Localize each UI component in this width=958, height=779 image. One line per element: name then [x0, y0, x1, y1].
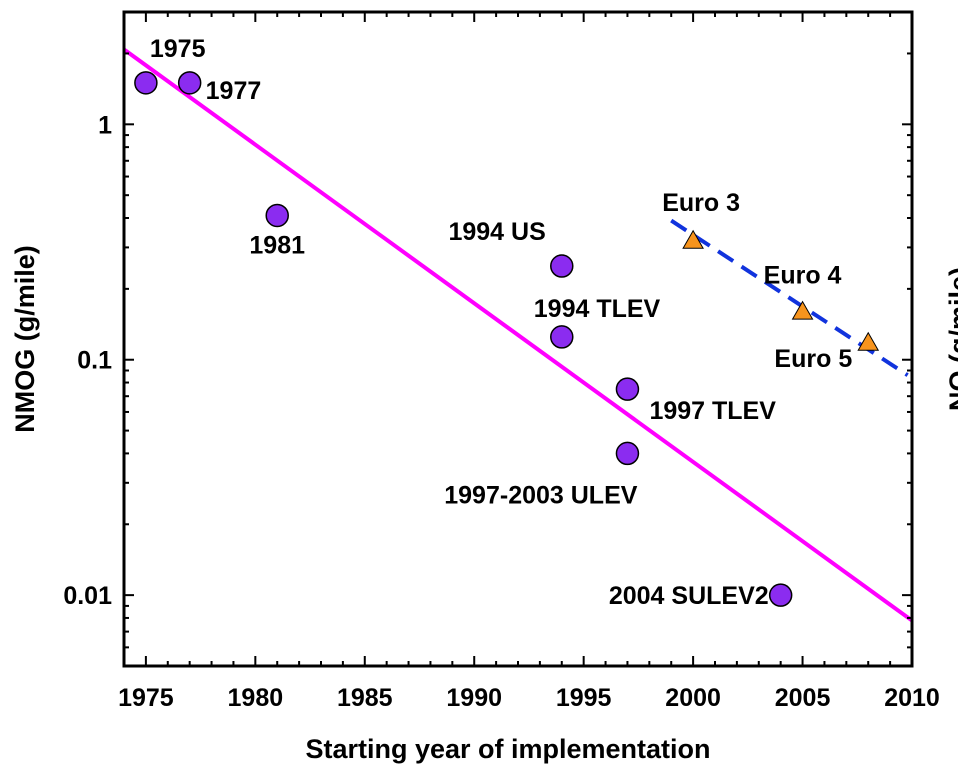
data-point-circle: [265, 203, 289, 228]
data-point-triangle: [791, 300, 814, 320]
y-tick-label: 1: [98, 111, 112, 139]
data-point-label: 1997-2003 ULEV: [444, 481, 638, 509]
plot-frame: [122, 10, 914, 668]
x-tick-label: 1985: [337, 684, 393, 712]
data-point-triangle: [682, 229, 704, 249]
data-point-label: Euro 5: [774, 345, 852, 373]
x-tick-label: 2005: [775, 684, 831, 712]
us-trendline: [124, 47, 912, 623]
data-point-circle: [615, 441, 640, 466]
data-point-label: Euro 3: [662, 189, 740, 217]
data-point-triangle: [857, 331, 880, 351]
x-tick-label: 1990: [446, 684, 502, 712]
data-point-label: 1977: [206, 77, 262, 105]
right-y-axis-title-fragment: NO (g/mile): [944, 267, 958, 411]
data-point-label: 1994 US: [448, 218, 545, 246]
trendlines: [124, 47, 912, 623]
data-point-circle: [550, 325, 574, 349]
data-point-label: Euro 4: [764, 262, 842, 290]
data-point-label: 1981: [249, 231, 305, 259]
data-point-circle: [134, 71, 158, 95]
data-point-label: 1975: [150, 35, 206, 63]
data-point-circle: [550, 254, 574, 278]
x-axis-title: Starting year of implementation: [305, 734, 710, 764]
data-point-label: 1994 TLEV: [534, 295, 661, 323]
y-tick-label: 0.1: [77, 347, 112, 375]
x-tick-label: 1975: [118, 684, 174, 712]
data-points: [134, 71, 880, 607]
data-point-circle: [177, 71, 202, 95]
x-tick-label: 1980: [228, 684, 284, 712]
data-point-label: 1997 TLEV: [649, 397, 776, 425]
x-tick-label: 1995: [556, 684, 612, 712]
axes: 1975 1980 1985 1990 1995 2000 2005 2010 0.01 0.1 1: [63, 10, 940, 712]
data-point-label: 2004 SULEV2: [609, 582, 769, 610]
y-axis-title: NMOG (g/mile): [10, 245, 40, 433]
x-tick-label: 2000: [665, 684, 721, 712]
data-point-circle: [615, 377, 640, 401]
x-tick-label: 2010: [884, 684, 940, 712]
y-tick-label: 0.01: [63, 582, 112, 610]
data-point-circle: [768, 583, 793, 607]
